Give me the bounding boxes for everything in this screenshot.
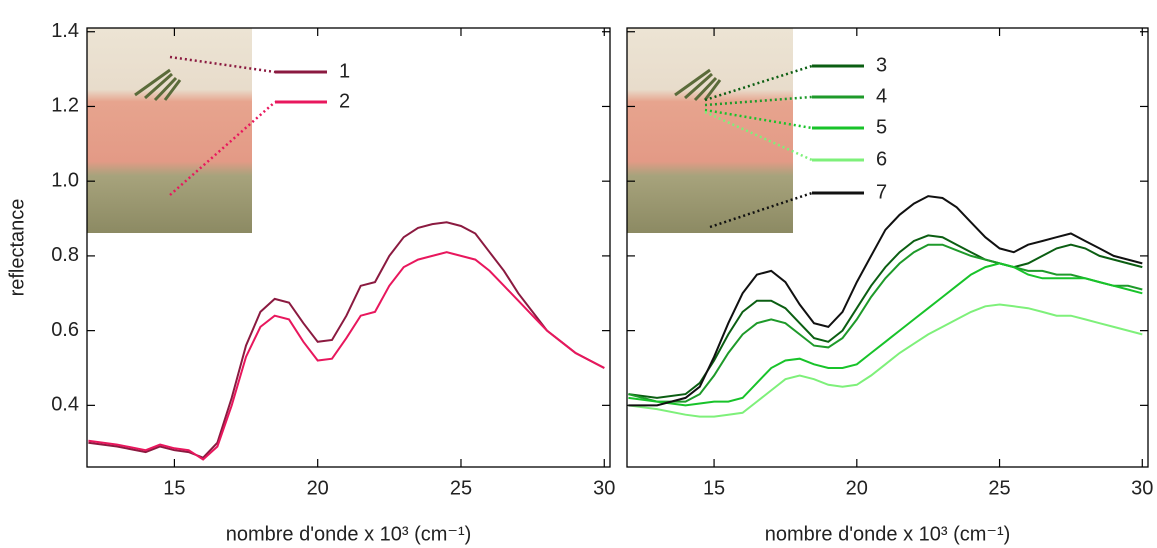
y-tick-label: 1.0 bbox=[51, 169, 79, 191]
x-tick-label: 25 bbox=[988, 477, 1010, 499]
x-tick-label: 25 bbox=[450, 477, 472, 499]
legend-label: 5 bbox=[876, 116, 887, 138]
inset-photo-left bbox=[87, 28, 252, 233]
spectrum-line bbox=[628, 195, 1143, 407]
inset-photo-right bbox=[627, 28, 793, 233]
x-tick-label: 15 bbox=[163, 477, 185, 499]
x-tick-label: 20 bbox=[307, 477, 329, 499]
x-tick-label: 30 bbox=[1131, 477, 1153, 499]
plot-frame bbox=[626, 27, 1149, 468]
y-tick-label: 0.6 bbox=[51, 319, 79, 341]
spectrum-line bbox=[628, 243, 1143, 403]
y-axis-label: reflectance bbox=[6, 199, 28, 297]
legend-label: 3 bbox=[876, 54, 887, 76]
legend-label: 7 bbox=[876, 181, 887, 203]
x-tick-label: 15 bbox=[703, 477, 725, 499]
spectrum-line bbox=[628, 303, 1143, 418]
x-axis-label: nombre d'onde x 10³ (cm⁻¹) bbox=[765, 523, 1011, 545]
y-tick-label: 0.8 bbox=[51, 244, 79, 266]
legend-label: 1 bbox=[339, 60, 350, 82]
y-tick-label: 1.2 bbox=[51, 95, 79, 117]
y-tick-label: 1.4 bbox=[51, 20, 79, 42]
spectrum-line bbox=[88, 251, 605, 461]
x-tick-label: 30 bbox=[593, 477, 615, 499]
pointers bbox=[169, 55, 813, 229]
legend-label: 6 bbox=[876, 148, 887, 170]
x-axis-label: nombre d'onde x 10³ (cm⁻¹) bbox=[226, 523, 472, 545]
plot-frame bbox=[86, 27, 611, 468]
x-tick-label: 20 bbox=[846, 477, 868, 499]
legend-label: 4 bbox=[876, 85, 887, 107]
spectrum-line bbox=[88, 221, 605, 459]
spectrum-line bbox=[628, 234, 1143, 399]
y-tick-label: 0.4 bbox=[51, 394, 79, 416]
legend-label: 2 bbox=[339, 90, 350, 112]
spectrum-line bbox=[628, 262, 1143, 407]
